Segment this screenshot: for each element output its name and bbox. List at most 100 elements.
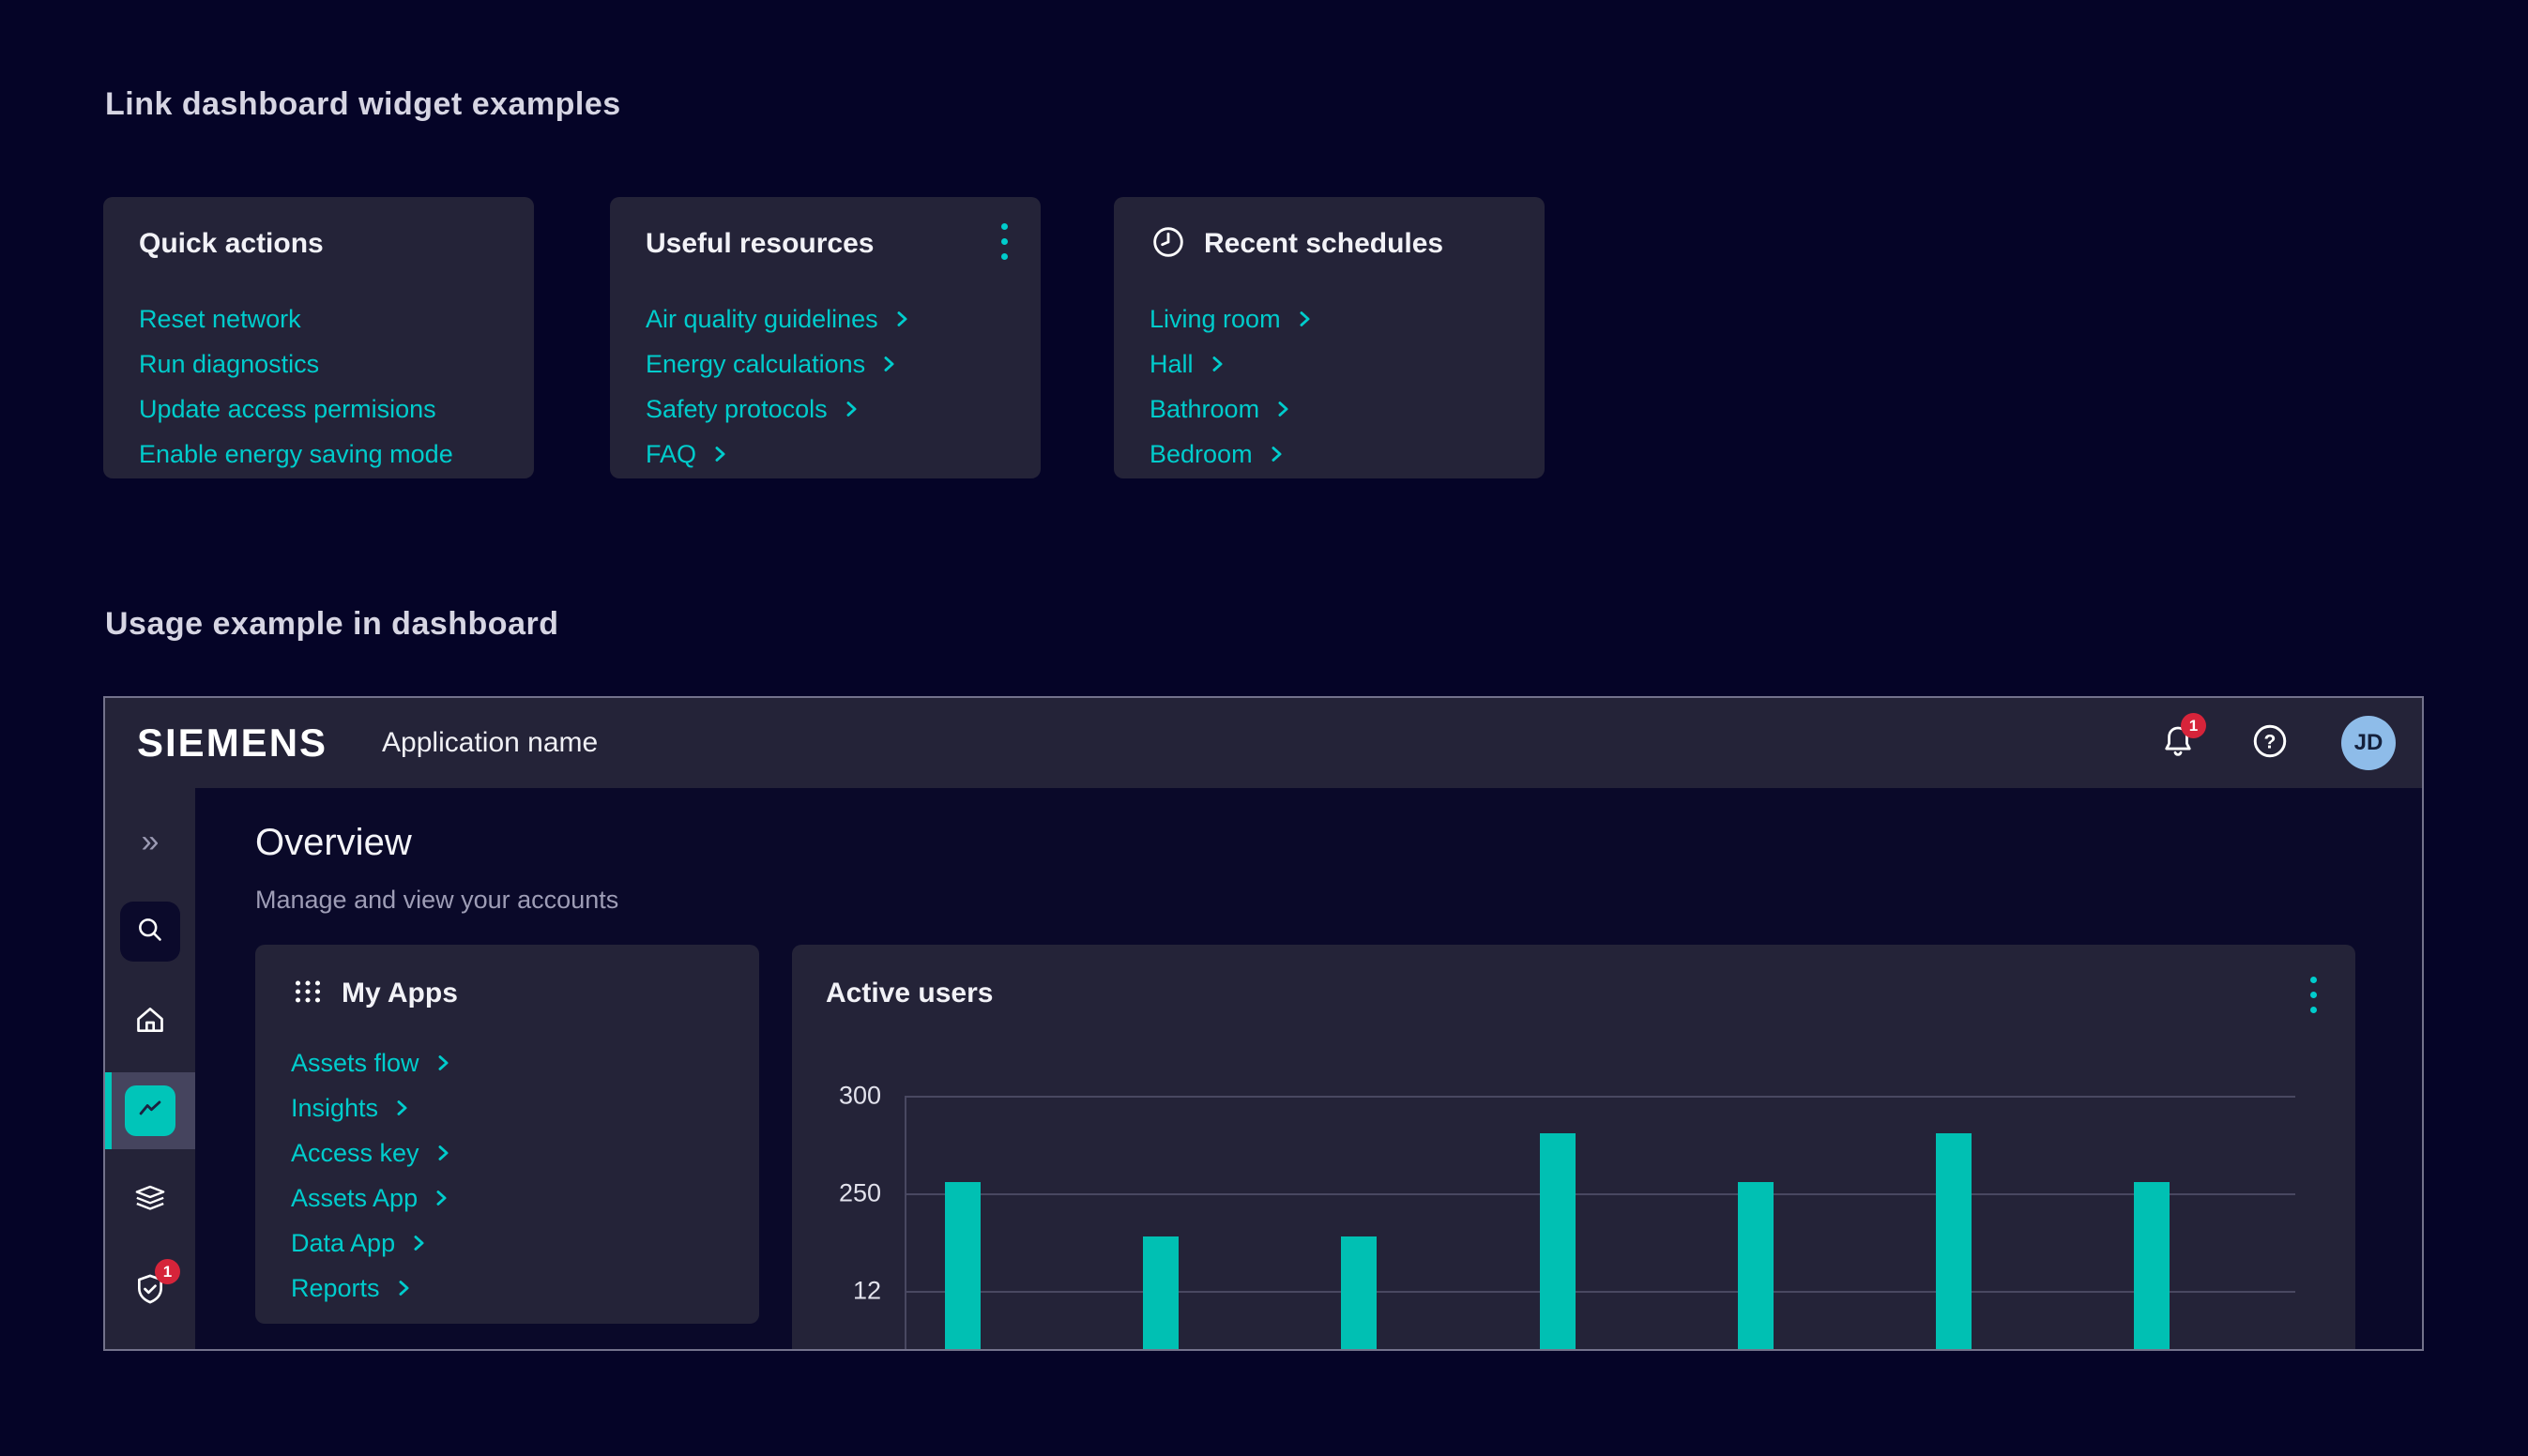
card-link[interactable]: Data App — [291, 1229, 426, 1258]
active-indicator — [105, 1072, 112, 1149]
sidebar: » — [105, 788, 195, 1351]
card-link[interactable]: Assets App — [291, 1184, 449, 1213]
recent-schedules-title: Recent schedules — [1204, 228, 1443, 260]
sidebar-item-analytics-active[interactable] — [105, 1072, 195, 1149]
card-link[interactable]: Energy calculations — [646, 350, 896, 379]
card-link-label: Safety protocols — [646, 395, 828, 424]
my-apps-links: Assets flow Insights Access key Assets App D… — [291, 1040, 723, 1311]
bar — [1143, 1236, 1179, 1351]
svg-text:?: ? — [2264, 731, 2277, 752]
design-doc-page: Link dashboard widget examples Quick act… — [0, 0, 2528, 1456]
notification-badge: 1 — [2181, 713, 2206, 738]
card-link-label: Reports — [291, 1274, 380, 1303]
useful-resources-links: Air quality guidelines Energy calculation… — [646, 296, 1005, 477]
chevron-right-icon — [1276, 400, 1290, 418]
card-link-label: Bathroom — [1150, 395, 1259, 424]
sidebar-expand-button[interactable]: » — [105, 821, 195, 862]
recent-schedules-card: Recent schedules Living room Hall Bathroom… — [1114, 197, 1545, 478]
card-link[interactable]: Bedroom — [1150, 440, 1284, 469]
kebab-menu-icon[interactable] — [999, 223, 1009, 260]
chart-y-tick-label: 300 — [792, 1082, 881, 1111]
sidebar-item-search[interactable] — [105, 902, 195, 962]
layers-icon — [131, 1180, 169, 1222]
chart-y-tick-label: 250 — [792, 1179, 881, 1208]
active-users-card: Active users 30025012 — [792, 945, 2355, 1351]
chevron-right-icon — [436, 1054, 450, 1072]
card-link[interactable]: Bathroom — [1150, 395, 1290, 424]
main-content: Overview Manage and view your accounts M… — [195, 788, 2424, 1351]
page-title: Overview — [255, 822, 412, 864]
double-chevron-right-icon: » — [142, 824, 160, 860]
bar — [945, 1182, 981, 1351]
bar — [2134, 1182, 2170, 1351]
card-link[interactable]: Assets flow — [291, 1049, 450, 1078]
recent-schedules-links: Living room Hall Bathroom Bedroom — [1150, 296, 1509, 477]
chart-y-axis — [905, 1096, 906, 1351]
active-users-bar-chart: 300 250 12 — [792, 945, 2355, 1351]
chevron-right-icon — [895, 310, 909, 328]
card-link-label: Reset network — [139, 305, 301, 334]
search-icon — [133, 913, 167, 951]
siemens-logo: SIEMENS — [137, 720, 327, 766]
card-link[interactable]: FAQ — [646, 440, 727, 469]
sidebar-item-home[interactable] — [105, 1001, 195, 1042]
chevron-right-icon — [436, 1144, 450, 1162]
card-link-label: Air quality guidelines — [646, 305, 878, 334]
card-link-label: Update access permisions — [139, 395, 436, 424]
chevron-right-icon — [845, 400, 859, 418]
sidebar-item-security[interactable]: 1 — [105, 1270, 195, 1312]
chevron-right-icon — [1270, 445, 1284, 463]
chart-gridline — [905, 1291, 2295, 1293]
notifications-button[interactable]: 1 — [2157, 722, 2199, 764]
bar — [1738, 1182, 1774, 1351]
card-link[interactable]: Enable energy saving mode — [139, 440, 453, 469]
card-link-label: Data App — [291, 1229, 395, 1258]
chart-y-tick-label: 12 — [792, 1277, 881, 1306]
card-link[interactable]: Safety protocols — [646, 395, 859, 424]
chevron-right-icon — [412, 1234, 426, 1252]
question-circle-icon: ? — [2249, 720, 2291, 766]
my-apps-title: My Apps — [342, 978, 458, 1009]
chevron-right-icon — [395, 1099, 409, 1117]
sidebar-item-layers[interactable] — [105, 1180, 195, 1221]
card-link-label: FAQ — [646, 440, 696, 469]
card-link-label: Insights — [291, 1094, 378, 1123]
card-link[interactable]: Update access permisions — [139, 395, 436, 424]
card-link[interactable]: Hall — [1150, 350, 1225, 379]
user-avatar[interactable]: JD — [2341, 716, 2396, 770]
bar — [1936, 1133, 1972, 1351]
chevron-right-icon — [882, 355, 896, 373]
card-link-label: Assets App — [291, 1184, 418, 1213]
card-link[interactable]: Insights — [291, 1094, 409, 1123]
chevron-right-icon — [434, 1189, 449, 1207]
card-link-label: Assets flow — [291, 1049, 419, 1078]
card-link-label: Run diagnostics — [139, 350, 319, 379]
app-header: SIEMENS Application name 1 — [105, 698, 2422, 788]
chevron-right-icon — [397, 1279, 411, 1297]
card-link[interactable]: Reset network — [139, 305, 301, 334]
apps-grid-icon — [291, 975, 325, 1013]
card-link[interactable]: Air quality guidelines — [646, 305, 909, 334]
clock-icon — [1150, 223, 1187, 265]
chevron-right-icon — [713, 445, 727, 463]
card-link-label: Energy calculations — [646, 350, 865, 379]
useful-resources-title: Useful resources — [646, 228, 874, 260]
chevron-right-icon — [1298, 310, 1312, 328]
card-link-label: Hall — [1150, 350, 1194, 379]
chevron-right-icon — [1211, 355, 1225, 373]
card-link[interactable]: Living room — [1150, 305, 1312, 334]
help-button[interactable]: ? — [2249, 722, 2291, 764]
card-link-label: Living room — [1150, 305, 1281, 334]
card-link[interactable]: Reports — [291, 1274, 411, 1303]
card-link[interactable]: Access key — [291, 1139, 450, 1168]
card-link[interactable]: Run diagnostics — [139, 350, 319, 379]
my-apps-card: My Apps Assets flowInsightsAccess keyAss… — [255, 945, 759, 1324]
quick-actions-title: Quick actions — [139, 228, 324, 260]
card-link-label: Access key — [291, 1139, 419, 1168]
widgets-section-title: Link dashboard widget examples — [105, 86, 621, 123]
page-subtitle: Manage and view your accounts — [255, 886, 618, 915]
chart-gridline — [905, 1096, 2295, 1098]
line-chart-icon — [134, 1093, 166, 1130]
card-link-label: Bedroom — [1150, 440, 1253, 469]
card-link-label: Enable energy saving mode — [139, 440, 453, 469]
